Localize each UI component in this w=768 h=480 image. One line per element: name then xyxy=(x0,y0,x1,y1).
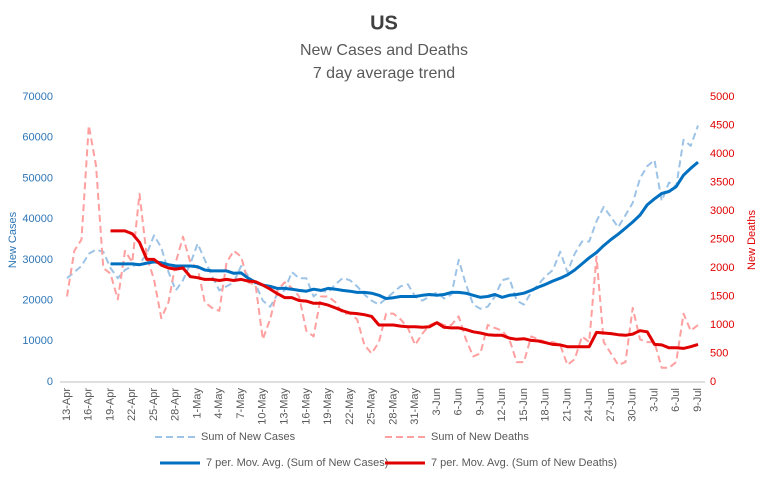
x-tick-label: 16-May xyxy=(300,388,312,425)
x-tick-label: 4-May xyxy=(213,388,225,419)
y-tick-label: 0 xyxy=(47,376,53,388)
y2-tick-label: 4000 xyxy=(710,148,734,160)
y2-tick-label: 3500 xyxy=(710,176,734,188)
chart-subtitle: 7 day average trend xyxy=(313,65,455,82)
series-line xyxy=(110,229,699,350)
legend-label: Sum of New Deaths xyxy=(431,431,529,443)
x-tick-label: 16-Apr xyxy=(83,388,95,421)
x-tick-label: 10-May xyxy=(257,388,269,425)
y2-tick-label: 4500 xyxy=(710,119,734,131)
x-tick-label: 13-May xyxy=(278,388,290,425)
chart-title: US xyxy=(370,12,398,34)
x-tick-label: 6-Jul xyxy=(670,388,682,412)
x-tick-label: 24-Jun xyxy=(583,388,595,422)
x-tick-label: 13-Apr xyxy=(61,388,73,421)
x-tick-label: 21-Jun xyxy=(561,388,573,422)
x-tick-label: 28-May xyxy=(387,388,399,425)
x-tick-label: 30-Jun xyxy=(627,388,639,422)
y2-tick-label: 5000 xyxy=(710,91,734,103)
x-tick-label: 9-Jun xyxy=(474,388,486,416)
x-tick-label: 12-Jun xyxy=(496,388,508,422)
y2-axis-label: New Deaths xyxy=(746,210,758,270)
y2-tick-label: 1500 xyxy=(710,290,734,302)
x-tick-label: 25-Apr xyxy=(148,388,160,421)
y-tick-label: 20000 xyxy=(22,294,53,306)
x-tick-label: 22-May xyxy=(344,388,356,425)
x-tick-label: 9-Jul xyxy=(692,388,704,412)
y-tick-label: 30000 xyxy=(22,254,53,266)
legend-label: Sum of New Cases xyxy=(201,431,296,443)
y-tick-label: 40000 xyxy=(22,213,53,225)
series-line xyxy=(66,124,699,369)
y-axis-label: New Cases xyxy=(7,211,19,268)
x-tick-label: 1-May xyxy=(191,388,203,419)
x-tick-label: 6-Jun xyxy=(453,388,465,416)
x-tick-label: 27-Jun xyxy=(605,388,617,422)
legend-label: 7 per. Mov. Avg. (Sum of New Deaths) xyxy=(431,457,617,469)
x-tick-label: 7-May xyxy=(235,388,247,419)
chart-subtitle: New Cases and Deaths xyxy=(300,42,468,59)
y-tick-label: 50000 xyxy=(22,172,53,184)
x-tick-label: 19-Apr xyxy=(104,388,116,421)
legend-label: 7 per. Mov. Avg. (Sum of New Cases) xyxy=(206,457,388,469)
y2-tick-label: 2000 xyxy=(710,262,734,274)
x-tick-label: 18-Jun xyxy=(540,388,552,422)
y2-tick-label: 1000 xyxy=(710,319,734,331)
x-tick-label: 28-Apr xyxy=(170,388,182,421)
x-tick-label: 25-May xyxy=(366,388,378,425)
y-tick-label: 10000 xyxy=(22,335,53,347)
x-tick-label: 19-May xyxy=(322,388,334,425)
y2-tick-label: 2500 xyxy=(710,233,734,245)
x-tick-label: 3-Jun xyxy=(431,388,443,416)
y-tick-label: 70000 xyxy=(22,91,53,103)
x-tick-label: 22-Apr xyxy=(126,388,138,421)
y2-tick-label: 0 xyxy=(710,376,716,388)
series-line xyxy=(110,160,699,300)
x-tick-label: 3-Jul xyxy=(648,388,660,412)
y2-tick-label: 3000 xyxy=(710,205,734,217)
x-tick-label: 15-Jun xyxy=(518,388,530,422)
y-tick-label: 60000 xyxy=(22,132,53,144)
x-tick-label: 31-May xyxy=(409,388,421,425)
y2-tick-label: 500 xyxy=(710,347,728,359)
